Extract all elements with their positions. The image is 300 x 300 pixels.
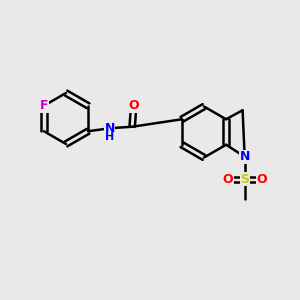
Text: N: N bbox=[104, 122, 115, 135]
Text: F: F bbox=[40, 99, 48, 112]
Text: N: N bbox=[239, 150, 250, 163]
Text: H: H bbox=[105, 132, 114, 142]
Text: O: O bbox=[222, 173, 233, 186]
Text: S: S bbox=[240, 173, 249, 186]
Text: O: O bbox=[256, 173, 267, 186]
Text: O: O bbox=[128, 99, 139, 112]
